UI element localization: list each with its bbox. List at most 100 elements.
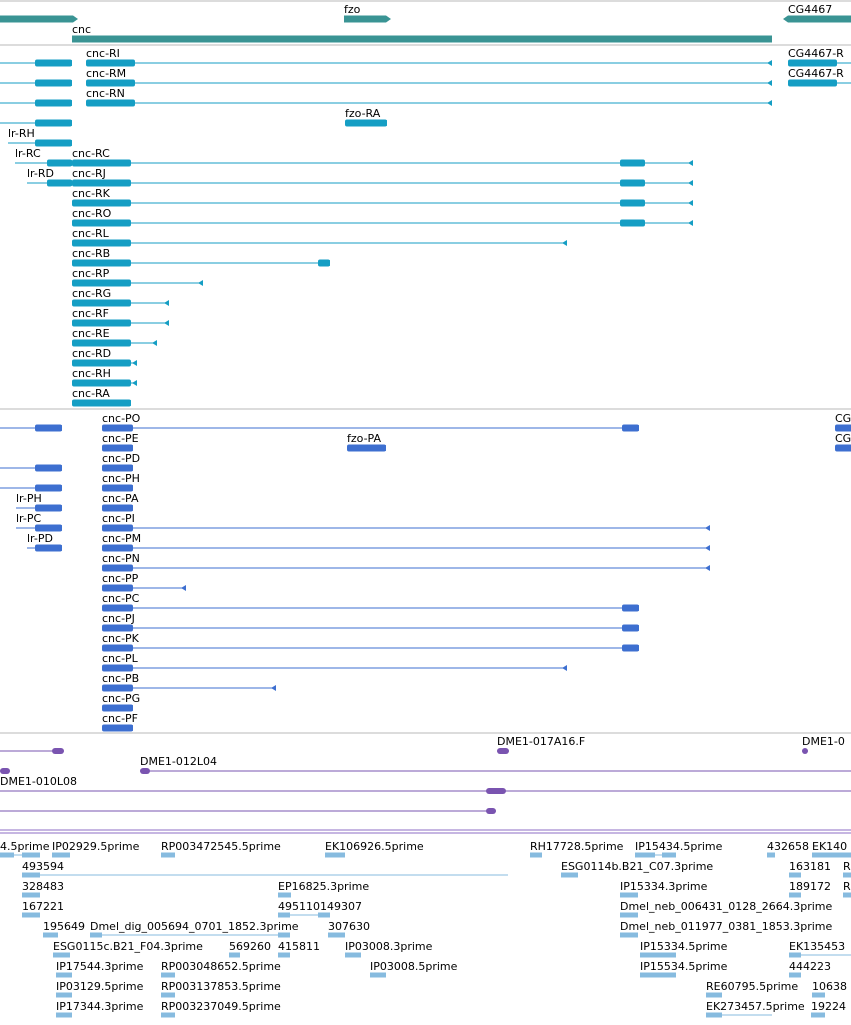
gene-feature[interactable]: [0, 15, 78, 23]
clone-feature[interactable]: DME1-017A16.F: [497, 735, 585, 754]
gene-feature[interactable]: CG4467: [783, 3, 851, 23]
transcript-feature[interactable]: cnc-RK: [72, 187, 693, 207]
est-feature[interactable]: EK273457.5prime: [706, 1000, 805, 1018]
protein-feature[interactable]: CG: [835, 432, 851, 452]
est-feature[interactable]: EK140: [812, 840, 851, 858]
est-feature[interactable]: 415811: [278, 940, 320, 958]
protein-feature[interactable]: cnc-PJ: [102, 612, 639, 632]
est-feature[interactable]: 432658: [767, 840, 809, 858]
est-feature[interactable]: IP15434.5prime: [635, 840, 723, 858]
clone-feature[interactable]: DME1-0: [802, 735, 845, 754]
protein-feature[interactable]: cnc-PG: [102, 692, 140, 712]
est-feature[interactable]: 569260: [229, 940, 271, 958]
protein-feature[interactable]: cnc-PP: [102, 572, 186, 592]
transcript-feature[interactable]: cnc-RG: [72, 287, 169, 307]
protein-feature[interactable]: cnc-PE: [102, 432, 139, 452]
transcript-feature[interactable]: cnc-RC: [72, 147, 693, 167]
transcript-feature[interactable]: cnc-RH: [72, 367, 137, 387]
est-feature[interactable]: 493594: [22, 860, 508, 878]
transcript-feature[interactable]: cnc-RA: [72, 387, 131, 407]
protein-feature[interactable]: cnc-PH: [102, 472, 140, 492]
protein-feature[interactable]: cnc-PO: [102, 412, 639, 432]
protein-feature[interactable]: cnc-PD: [102, 452, 140, 472]
transcript-feature[interactable]: cnc-RI: [86, 47, 772, 67]
protein-feature[interactable]: lr-PH: [16, 492, 62, 512]
gene-feature[interactable]: cnc: [72, 23, 772, 43]
est-feature[interactable]: Dmel_neb_006431_0128_2664.3prime: [620, 900, 832, 918]
est-feature[interactable]: 4.5prime: [0, 840, 50, 858]
transcript-feature[interactable]: cnc-RE: [72, 327, 157, 347]
transcript-feature[interactable]: lr-RH: [8, 127, 72, 147]
protein-feature[interactable]: [0, 484, 62, 492]
est-feature[interactable]: IP17344.3prime: [56, 1000, 144, 1018]
transcript-feature[interactable]: cnc-RN: [86, 87, 772, 107]
transcript-feature[interactable]: cnc-RF: [72, 307, 169, 327]
transcript-feature[interactable]: lr-RC: [15, 147, 72, 167]
est-feature[interactable]: EK106926.5prime: [325, 840, 424, 858]
protein-feature[interactable]: lr-PC: [16, 512, 62, 532]
transcript-feature[interactable]: [0, 59, 72, 67]
est-feature[interactable]: IP15334.5prime: [640, 940, 728, 958]
est-feature[interactable]: RE60795.5prime: [706, 980, 798, 998]
est-feature[interactable]: IP03008.5prime: [370, 960, 458, 978]
est-feature[interactable]: IP15534.5prime: [640, 960, 728, 978]
protein-feature[interactable]: cnc-PL: [102, 652, 567, 672]
est-feature[interactable]: IP15334.3prime: [620, 880, 708, 898]
transcript-feature[interactable]: cnc-RL: [72, 227, 567, 247]
protein-feature[interactable]: [0, 464, 62, 472]
est-feature[interactable]: RP003048652.5prime: [161, 960, 281, 978]
transcript-feature[interactable]: [0, 79, 72, 87]
protein-feature[interactable]: cnc-PI: [102, 512, 710, 532]
protein-feature[interactable]: CG: [835, 412, 851, 432]
transcript-feature[interactable]: CG4467-R: [788, 67, 851, 87]
protein-feature[interactable]: cnc-PC: [102, 592, 639, 612]
transcript-feature[interactable]: cnc-RB: [72, 247, 330, 267]
clone-feature[interactable]: [0, 808, 496, 814]
transcript-feature[interactable]: cnc-RD: [72, 347, 137, 367]
protein-feature[interactable]: cnc-PA: [102, 492, 139, 512]
est-feature[interactable]: 495110149307: [278, 900, 362, 918]
est-feature[interactable]: 195649: [43, 920, 85, 938]
gene-feature[interactable]: fzo: [344, 3, 391, 23]
est-feature[interactable]: 189172: [789, 880, 831, 898]
protein-feature[interactable]: cnc-PK: [102, 632, 639, 652]
protein-feature[interactable]: [0, 424, 62, 432]
protein-feature[interactable]: cnc-PB: [102, 672, 276, 692]
protein-feature[interactable]: cnc-PN: [102, 552, 710, 572]
transcript-feature[interactable]: [0, 119, 72, 127]
est-feature[interactable]: ESG0114b.B21_C07.3prime: [561, 860, 713, 878]
est-feature[interactable]: 19224: [811, 1000, 846, 1018]
clone-feature[interactable]: DME1-010L08: [0, 775, 851, 794]
clone-feature[interactable]: DME1-012L04: [140, 755, 851, 774]
protein-feature[interactable]: fzo-PA: [347, 432, 386, 452]
transcript-feature[interactable]: cnc-RP: [72, 267, 203, 287]
est-feature[interactable]: IP02929.5prime: [52, 840, 140, 858]
clone-feature[interactable]: [0, 748, 64, 754]
est-feature[interactable]: Dmel_dig_005694_0701_1852.3prime: [90, 920, 299, 938]
transcript-feature[interactable]: cnc-RJ: [72, 167, 693, 187]
est-feature[interactable]: RH17728.5prime: [530, 840, 624, 858]
est-feature[interactable]: RP003237049.5prime: [161, 1000, 281, 1018]
est-feature[interactable]: IP03129.5prime: [56, 980, 144, 998]
transcript-feature[interactable]: fzo-RA: [345, 107, 387, 127]
est-feature[interactable]: IP03008.3prime: [345, 940, 433, 958]
est-feature[interactable]: 163181: [789, 860, 831, 878]
est-feature[interactable]: 307630: [328, 920, 370, 938]
clone-feature[interactable]: [0, 768, 10, 774]
transcript-feature[interactable]: lr-RD: [27, 167, 72, 187]
est-feature[interactable]: Dmel_neb_011977_0381_1853.3prime: [620, 920, 832, 938]
est-feature[interactable]: ESG0115c.B21_F04.3prime: [53, 940, 203, 958]
protein-feature[interactable]: lr-PD: [27, 532, 62, 552]
protein-feature[interactable]: cnc-PM: [102, 532, 710, 552]
est-feature[interactable]: 328483: [22, 880, 64, 898]
est-feature[interactable]: RP003472545.5prime: [161, 840, 281, 858]
est-feature[interactable]: 10638: [812, 980, 847, 998]
transcript-feature[interactable]: cnc-RM: [86, 67, 772, 87]
est-feature[interactable]: EP16825.3prime: [278, 880, 369, 898]
est-feature[interactable]: IP17544.3prime: [56, 960, 144, 978]
transcript-feature[interactable]: [0, 99, 72, 107]
est-feature[interactable]: RP003137853.5prime: [161, 980, 281, 998]
est-feature[interactable]: 444223: [789, 960, 831, 978]
est-feature[interactable]: R: [843, 860, 851, 878]
est-feature[interactable]: R: [843, 880, 851, 898]
